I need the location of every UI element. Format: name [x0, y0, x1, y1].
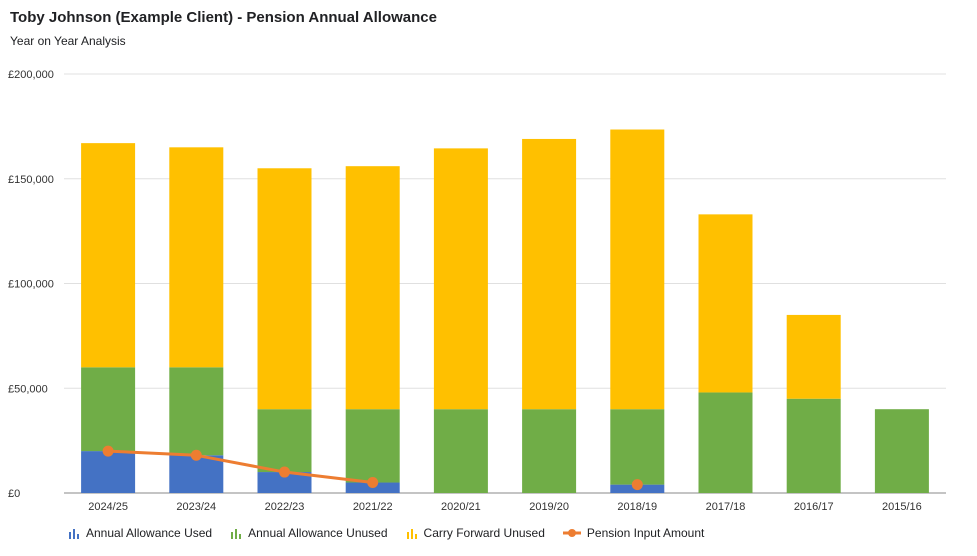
x-tick-label: 2019/20	[529, 501, 569, 513]
x-tick-label: 2020/21	[441, 501, 481, 513]
bar-chart-icon	[69, 529, 79, 539]
line-point[interactable]	[279, 466, 290, 478]
legend-label-carry: Carry Forward Unused	[423, 526, 545, 540]
bar-carry[interactable]	[786, 314, 841, 399]
chart-canvas: £0 £50,000 £100,000 £150,000 £200,000 2024/25…	[8, 69, 946, 513]
line-marker-icon	[562, 529, 581, 537]
x-tick-label: 2022/23	[265, 501, 305, 513]
line-segment	[196, 453, 285, 474]
bar-unused[interactable]	[874, 409, 929, 493]
x-tick-label: 2017/18	[706, 501, 746, 513]
bar-unused[interactable]	[81, 367, 136, 452]
legend-label-used: Annual Allowance Used	[86, 526, 213, 540]
bar-chart-icon	[231, 529, 242, 539]
pension-line	[102, 445, 643, 491]
y-tick-label: £50,000	[8, 383, 48, 395]
axes: £0 £50,000 £100,000 £150,000 £200,000 2024/25…	[8, 69, 922, 513]
bar-carry[interactable]	[433, 148, 488, 410]
bar-unused[interactable]	[169, 367, 224, 456]
x-tick-label: 2023/24	[176, 501, 216, 513]
bar-carry[interactable]	[522, 138, 577, 410]
chart-title: Toby Johnson (Example Client) - Pension …	[10, 9, 437, 26]
line-segment	[108, 449, 197, 457]
line-point[interactable]	[631, 479, 643, 491]
y-tick-label: £150,000	[8, 174, 54, 186]
legend-item-pension[interactable]: Pension Input Amount	[562, 526, 705, 540]
legend-item-used[interactable]: Annual Allowance Used	[68, 526, 212, 540]
chart-legend: Annual Allowance Used Annual Allowance U…	[68, 526, 722, 540]
bar-carry[interactable]	[698, 214, 753, 393]
bar-unused[interactable]	[786, 398, 841, 493]
line-point[interactable]	[190, 449, 202, 461]
line-segment	[284, 470, 373, 485]
bar-carry[interactable]	[169, 147, 224, 368]
bar-carry[interactable]	[257, 168, 312, 410]
bar-unused[interactable]	[610, 409, 665, 485]
legend-item-unused[interactable]: Annual Allowance Unused	[230, 526, 388, 540]
bar-chart-icon	[406, 529, 417, 539]
legend-label-unused: Annual Allowance Unused	[248, 526, 388, 540]
x-tick-label: 2021/22	[353, 501, 393, 513]
bar-unused[interactable]	[345, 409, 400, 483]
bar-unused[interactable]	[522, 409, 577, 493]
bar-carry[interactable]	[345, 166, 400, 410]
legend-label-pension: Pension Input Amount	[586, 526, 705, 540]
y-tick-label: £200,000	[8, 69, 54, 81]
x-tick-label: 2024/25	[88, 501, 128, 513]
y-tick-label: £0	[8, 488, 20, 500]
bar-carry[interactable]	[81, 143, 136, 368]
line-point[interactable]	[367, 477, 379, 489]
bar-used[interactable]	[81, 451, 136, 493]
bar-unused[interactable]	[257, 409, 312, 473]
bar-used[interactable]	[169, 455, 224, 493]
x-tick-label: 2016/17	[794, 501, 834, 513]
x-tick-label: 2015/16	[882, 501, 922, 513]
y-tick-label: £100,000	[8, 279, 54, 291]
bar-unused[interactable]	[433, 409, 488, 493]
bars	[81, 129, 929, 493]
chart-subtitle: Year on Year Analysis	[10, 34, 126, 48]
legend-item-carry[interactable]: Carry Forward Unused	[406, 526, 545, 540]
bar-used[interactable]	[257, 472, 312, 493]
line-point[interactable]	[102, 445, 114, 457]
bar-carry[interactable]	[610, 129, 665, 410]
bar-unused[interactable]	[698, 392, 753, 493]
x-tick-label: 2018/19	[617, 501, 657, 513]
